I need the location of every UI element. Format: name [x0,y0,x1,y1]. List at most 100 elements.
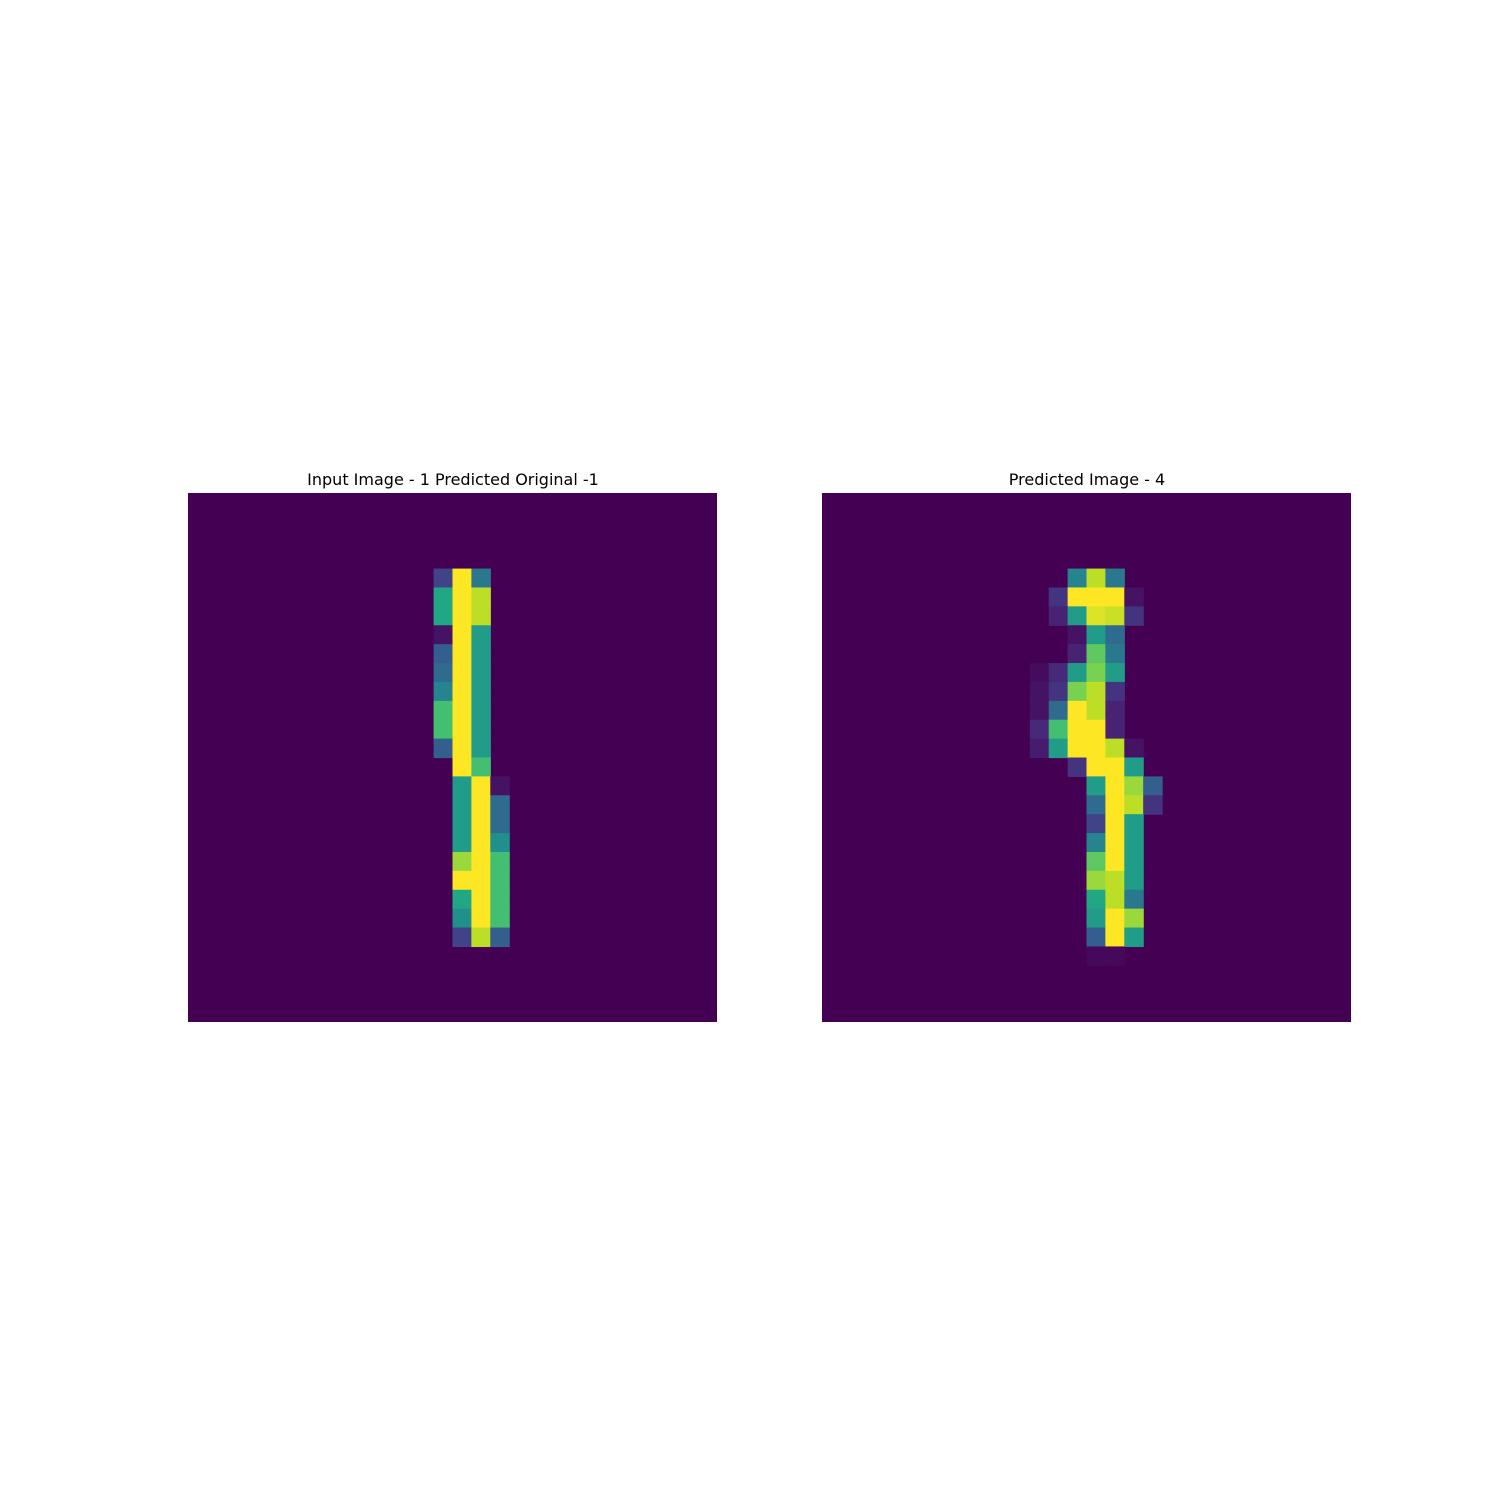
heatmap-cell [471,681,491,702]
heatmap-cell [490,814,510,834]
heatmap-cell [1086,851,1106,872]
heatmap-cell [1048,606,1069,626]
heatmap-cell [452,870,472,891]
heatmap-cell [433,700,454,721]
heatmap-cell [471,625,491,645]
heatmap-cell [452,776,472,796]
heatmap-cell [452,833,472,853]
heatmap-cell [1105,870,1125,891]
heatmap-cell [1124,587,1144,607]
heatmap-cell [1067,568,1088,589]
heatmap-cell [1124,889,1144,910]
heatmap-cell [1048,719,1069,740]
input-image-heatmap [188,493,717,1022]
heatmap-cell [1105,946,1125,966]
heatmap-cell [471,719,491,740]
heatmap-cell [452,587,472,607]
heatmap-cell [1105,776,1125,796]
heatmap-cell [471,757,491,777]
heatmap-cell [1067,625,1088,645]
heatmap-cell [1086,927,1106,948]
heatmap-cell [471,814,491,834]
heatmap-cell [490,851,510,872]
heatmap-cell [1029,738,1050,759]
heatmap-cell [1086,644,1106,664]
heatmap-cell [1105,814,1125,834]
heatmap-cell [452,606,472,626]
predicted-image-heatmap [822,493,1351,1022]
heatmap-cell [1124,776,1144,796]
heatmap-cell [452,851,472,872]
heatmap-cell [1067,644,1088,664]
heatmap-cell [433,738,454,759]
heatmap-cell [1105,927,1125,948]
heatmap-cell [1124,851,1144,872]
heatmap-cell [1067,681,1088,702]
heatmap-cell [1067,738,1088,759]
heatmap-cell [1086,908,1106,929]
heatmap-cell [490,927,510,948]
heatmap-cell [1124,870,1144,891]
heatmap-cell [452,795,472,815]
heatmap-cell [1086,776,1106,796]
heatmap-cell [471,851,491,872]
heatmap-cell [471,738,491,759]
heatmap-cell [433,719,454,740]
heatmap-cell [471,908,491,929]
heatmap-cell [452,889,472,910]
heatmap-cell [1105,606,1125,626]
heatmap-cell [1067,757,1088,777]
heatmap-cell [1086,757,1106,777]
heatmap-cell [1029,663,1050,683]
heatmap-cell [452,814,472,834]
heatmap-cell [1105,663,1125,683]
heatmap-cell [1105,700,1125,721]
heatmap-cell [1105,795,1125,815]
heatmap-cell [471,833,491,853]
heatmap-cell [1124,908,1144,929]
heatmap-cell [1124,927,1144,948]
heatmap-cell [471,587,491,607]
heatmap-cell [452,681,472,702]
heatmap-cell [471,644,491,664]
heatmap-cell [1086,700,1106,721]
heatmap-cell [1086,946,1106,966]
heatmap-cell [1086,625,1106,645]
heatmap-cell [452,738,472,759]
heatmap-cell [1086,587,1106,607]
heatmap-cell [471,700,491,721]
heatmap-cell [1105,644,1125,664]
input-image-title: Input Image - 1 Predicted Original -1 [307,470,599,489]
heatmap-cell [471,870,491,891]
heatmap-cell [433,681,454,702]
heatmap-cell [1105,625,1125,645]
heatmap-cell [1086,870,1106,891]
heatmap-cell [1124,795,1144,815]
heatmap-cell [452,625,472,645]
heatmap-cell [1124,738,1144,759]
heatmap-cell [452,663,472,683]
heatmap-cell [1105,833,1125,853]
heatmap-cell [433,625,454,645]
heatmap-cell [1105,719,1125,740]
heatmap-cell [433,663,454,683]
heatmap-cell [1029,681,1050,702]
heatmap-cell [452,644,472,664]
heatmap-cell [1067,663,1088,683]
heatmap-cell [471,568,491,589]
heatmap-cell [1067,700,1088,721]
heatmap-cell [490,833,510,853]
predicted-image-panel: Predicted Image - 4 [822,466,1352,1022]
heatmap-cell [433,644,454,664]
heatmap-cell [471,776,491,796]
heatmap-cell [1048,681,1069,702]
heatmap-cell [433,606,454,626]
heatmap-cell [1086,833,1106,853]
heatmap-cell [1124,833,1144,853]
heatmap-cell [471,606,491,626]
heatmap-cell [1086,681,1106,702]
heatmap-cell [1143,776,1163,796]
heatmap-cell [1048,700,1069,721]
heatmap-cell [1029,700,1050,721]
heatmap-cell [452,908,472,929]
